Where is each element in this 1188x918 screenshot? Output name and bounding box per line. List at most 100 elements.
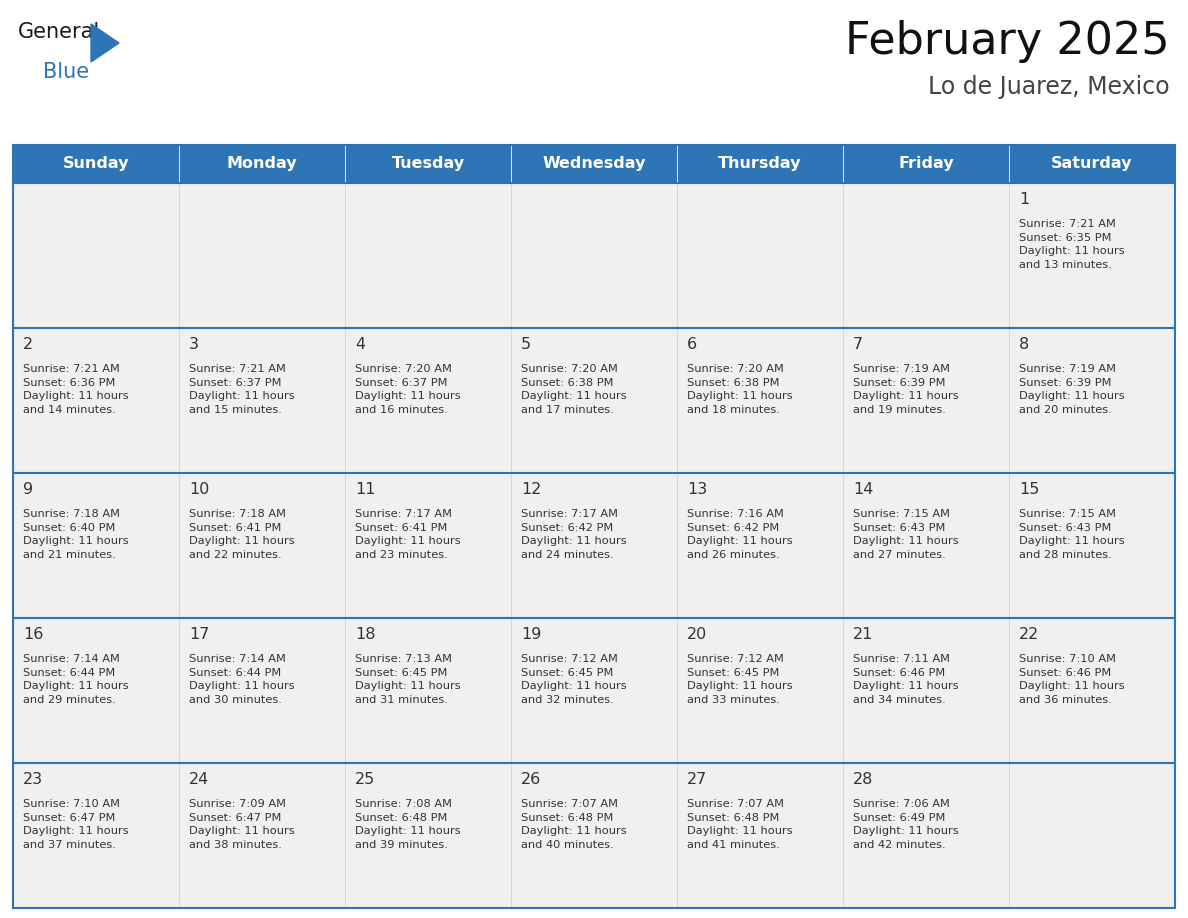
Bar [179,763,345,908]
Text: Sunrise: 7:20 AM
Sunset: 6:37 PM
Daylight: 11 hours
and 16 minutes.: Sunrise: 7:20 AM Sunset: 6:37 PM Dayligh… [355,364,461,415]
Bar [511,763,677,908]
Bar [1009,328,1175,473]
Bar [13,328,179,473]
Text: 7: 7 [853,337,864,352]
Bar [843,183,1009,328]
Text: 27: 27 [687,772,707,787]
Bar [179,328,345,473]
Text: Sunrise: 7:17 AM
Sunset: 6:41 PM
Daylight: 11 hours
and 23 minutes.: Sunrise: 7:17 AM Sunset: 6:41 PM Dayligh… [355,509,461,560]
Text: 10: 10 [189,482,209,497]
Text: 22: 22 [1019,627,1040,642]
Text: Sunrise: 7:09 AM
Sunset: 6:47 PM
Daylight: 11 hours
and 38 minutes.: Sunrise: 7:09 AM Sunset: 6:47 PM Dayligh… [189,799,295,850]
Bar [179,183,345,328]
Text: 16: 16 [23,627,44,642]
Text: Sunrise: 7:14 AM
Sunset: 6:44 PM
Daylight: 11 hours
and 29 minutes.: Sunrise: 7:14 AM Sunset: 6:44 PM Dayligh… [23,654,128,705]
Bar [179,145,345,183]
Text: 26: 26 [522,772,542,787]
Text: Sunrise: 7:18 AM
Sunset: 6:41 PM
Daylight: 11 hours
and 22 minutes.: Sunrise: 7:18 AM Sunset: 6:41 PM Dayligh… [189,509,295,560]
Text: 8: 8 [1019,337,1029,352]
Bar [345,473,511,618]
Bar [345,763,511,908]
Bar [511,183,677,328]
Bar [1009,473,1175,618]
Text: Sunrise: 7:10 AM
Sunset: 6:47 PM
Daylight: 11 hours
and 37 minutes.: Sunrise: 7:10 AM Sunset: 6:47 PM Dayligh… [23,799,128,850]
Text: 17: 17 [189,627,209,642]
Text: Sunrise: 7:15 AM
Sunset: 6:43 PM
Daylight: 11 hours
and 27 minutes.: Sunrise: 7:15 AM Sunset: 6:43 PM Dayligh… [853,509,959,560]
Text: 24: 24 [189,772,209,787]
Text: Sunrise: 7:12 AM
Sunset: 6:45 PM
Daylight: 11 hours
and 32 minutes.: Sunrise: 7:12 AM Sunset: 6:45 PM Dayligh… [522,654,626,705]
Text: 4: 4 [355,337,365,352]
Bar [13,183,179,328]
Text: 11: 11 [355,482,375,497]
Bar [677,145,843,183]
Bar [677,183,843,328]
Text: Tuesday: Tuesday [391,156,465,172]
Bar [843,328,1009,473]
Text: 28: 28 [853,772,873,787]
Bar [345,183,511,328]
Text: 14: 14 [853,482,873,497]
Bar [13,145,179,183]
Text: Sunrise: 7:17 AM
Sunset: 6:42 PM
Daylight: 11 hours
and 24 minutes.: Sunrise: 7:17 AM Sunset: 6:42 PM Dayligh… [522,509,626,560]
Text: 19: 19 [522,627,542,642]
Text: Sunrise: 7:08 AM
Sunset: 6:48 PM
Daylight: 11 hours
and 39 minutes.: Sunrise: 7:08 AM Sunset: 6:48 PM Dayligh… [355,799,461,850]
Text: Blue: Blue [43,62,89,82]
Text: Sunrise: 7:12 AM
Sunset: 6:45 PM
Daylight: 11 hours
and 33 minutes.: Sunrise: 7:12 AM Sunset: 6:45 PM Dayligh… [687,654,792,705]
Bar [843,618,1009,763]
Text: General: General [18,22,100,42]
Text: 2: 2 [23,337,33,352]
Bar [511,618,677,763]
Text: 21: 21 [853,627,873,642]
Text: 25: 25 [355,772,375,787]
Bar [843,473,1009,618]
Text: 12: 12 [522,482,542,497]
Text: Sunrise: 7:20 AM
Sunset: 6:38 PM
Daylight: 11 hours
and 18 minutes.: Sunrise: 7:20 AM Sunset: 6:38 PM Dayligh… [687,364,792,415]
Text: 9: 9 [23,482,33,497]
Bar [511,328,677,473]
Bar [1009,763,1175,908]
Text: Friday: Friday [898,156,954,172]
Bar [345,618,511,763]
Text: Sunrise: 7:21 AM
Sunset: 6:35 PM
Daylight: 11 hours
and 13 minutes.: Sunrise: 7:21 AM Sunset: 6:35 PM Dayligh… [1019,219,1125,270]
Text: Sunrise: 7:16 AM
Sunset: 6:42 PM
Daylight: 11 hours
and 26 minutes.: Sunrise: 7:16 AM Sunset: 6:42 PM Dayligh… [687,509,792,560]
Text: Sunrise: 7:15 AM
Sunset: 6:43 PM
Daylight: 11 hours
and 28 minutes.: Sunrise: 7:15 AM Sunset: 6:43 PM Dayligh… [1019,509,1125,560]
Text: 6: 6 [687,337,697,352]
Bar [1009,618,1175,763]
Bar [13,473,179,618]
Text: Lo de Juarez, Mexico: Lo de Juarez, Mexico [928,75,1170,99]
Bar [179,618,345,763]
Bar [345,145,511,183]
Text: Wednesday: Wednesday [542,156,646,172]
Text: Sunrise: 7:18 AM
Sunset: 6:40 PM
Daylight: 11 hours
and 21 minutes.: Sunrise: 7:18 AM Sunset: 6:40 PM Dayligh… [23,509,128,560]
Text: 13: 13 [687,482,707,497]
Bar [677,618,843,763]
Bar [511,145,677,183]
Text: Sunrise: 7:20 AM
Sunset: 6:38 PM
Daylight: 11 hours
and 17 minutes.: Sunrise: 7:20 AM Sunset: 6:38 PM Dayligh… [522,364,626,415]
Bar [677,473,843,618]
Text: Sunrise: 7:06 AM
Sunset: 6:49 PM
Daylight: 11 hours
and 42 minutes.: Sunrise: 7:06 AM Sunset: 6:49 PM Dayligh… [853,799,959,850]
Bar [511,473,677,618]
Text: Sunrise: 7:21 AM
Sunset: 6:36 PM
Daylight: 11 hours
and 14 minutes.: Sunrise: 7:21 AM Sunset: 6:36 PM Dayligh… [23,364,128,415]
Text: 20: 20 [687,627,707,642]
Bar [1009,145,1175,183]
Text: Thursday: Thursday [719,156,802,172]
Text: Sunrise: 7:19 AM
Sunset: 6:39 PM
Daylight: 11 hours
and 19 minutes.: Sunrise: 7:19 AM Sunset: 6:39 PM Dayligh… [853,364,959,415]
Bar [677,328,843,473]
Bar [843,145,1009,183]
Bar [843,763,1009,908]
Bar [13,763,179,908]
Text: 3: 3 [189,337,200,352]
Text: Sunrise: 7:14 AM
Sunset: 6:44 PM
Daylight: 11 hours
and 30 minutes.: Sunrise: 7:14 AM Sunset: 6:44 PM Dayligh… [189,654,295,705]
Polygon shape [91,24,119,62]
Text: Sunrise: 7:07 AM
Sunset: 6:48 PM
Daylight: 11 hours
and 40 minutes.: Sunrise: 7:07 AM Sunset: 6:48 PM Dayligh… [522,799,626,850]
Text: Sunrise: 7:19 AM
Sunset: 6:39 PM
Daylight: 11 hours
and 20 minutes.: Sunrise: 7:19 AM Sunset: 6:39 PM Dayligh… [1019,364,1125,415]
Text: Sunrise: 7:13 AM
Sunset: 6:45 PM
Daylight: 11 hours
and 31 minutes.: Sunrise: 7:13 AM Sunset: 6:45 PM Dayligh… [355,654,461,705]
Text: Sunrise: 7:11 AM
Sunset: 6:46 PM
Daylight: 11 hours
and 34 minutes.: Sunrise: 7:11 AM Sunset: 6:46 PM Dayligh… [853,654,959,705]
Bar [677,763,843,908]
Bar [345,328,511,473]
Text: Sunrise: 7:07 AM
Sunset: 6:48 PM
Daylight: 11 hours
and 41 minutes.: Sunrise: 7:07 AM Sunset: 6:48 PM Dayligh… [687,799,792,850]
Bar [1009,183,1175,328]
Text: Sunday: Sunday [63,156,129,172]
Bar [179,473,345,618]
Text: Saturday: Saturday [1051,156,1132,172]
